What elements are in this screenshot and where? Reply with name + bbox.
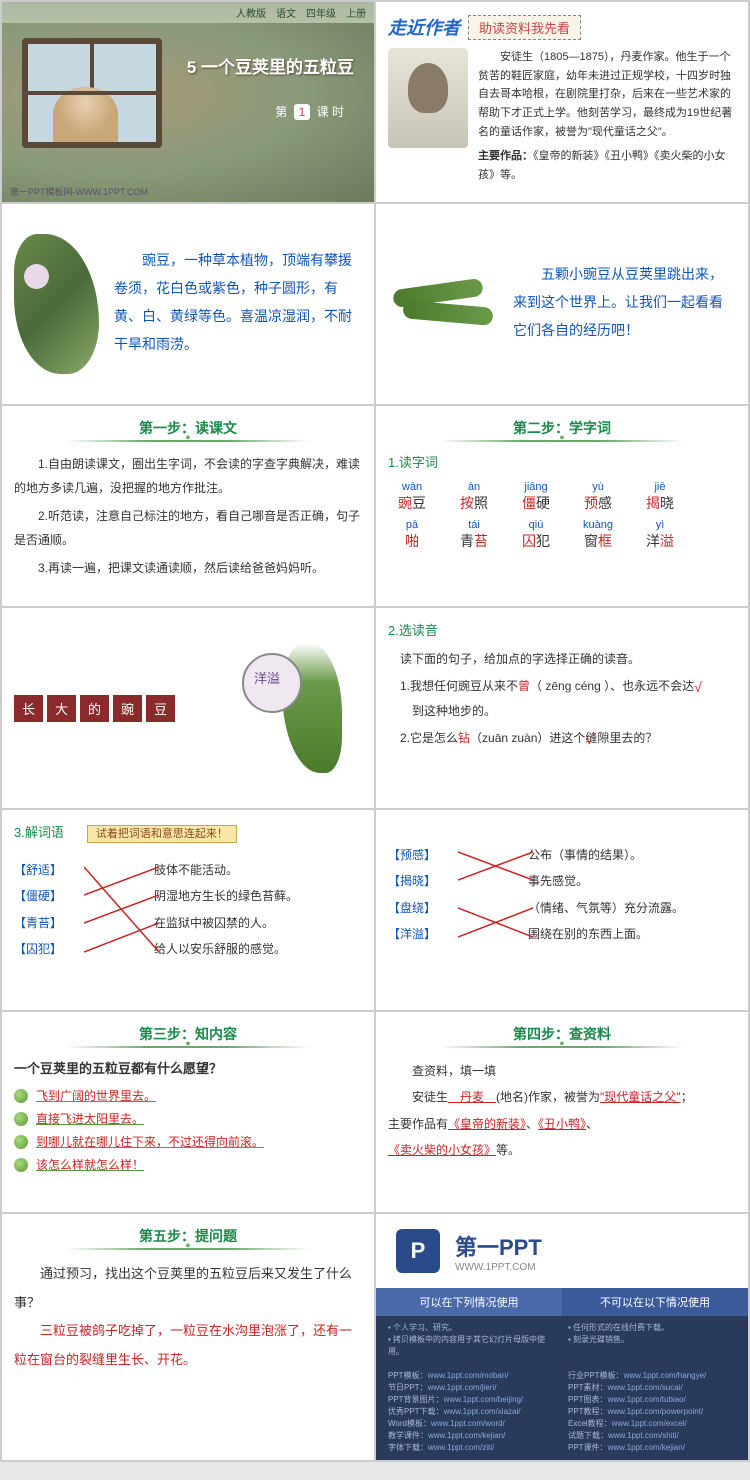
vocab-word: jiānɡ僵硬 [512,481,560,513]
wish-item: 到哪儿就在哪儿住下来，不过还得向前滚。 [14,1133,362,1150]
vocab-word: qiú囚犯 [512,519,560,551]
pea-pods-icon [388,269,498,339]
series-label: 人教版 语文 四年级 上册 [2,2,374,23]
research-line3: 《卖火柴的小女孩》等。 [388,1137,736,1163]
vocab-word: kuànɡ窗框 [574,519,622,551]
vocab-word: àn按照 [450,481,498,513]
check-icon: √ [694,679,702,695]
pron-line2: 2.它是怎么钻（zuān zuàn）进这个缝隙里去的？√ [388,723,736,751]
step2-header: 第二步：学字词 [388,418,736,442]
step1-p1: 1.自由朗读课文，圈出生字词，不会读的字查字典解决，难读的地方多读几遍，没把握的… [14,452,362,500]
lesson-title: 5 一个豆荚里的五粒豆 [187,53,354,78]
slide-pea-intro: 豌豆，一种草本植物，顶端有攀援卷须，花白色或紫色，种子圆形，有黄、白、黄绿等色。… [2,204,374,404]
research-line1: 安徒生 丹麦 (地名)作家，被誉为"现代童话之父"； [388,1084,736,1110]
slide-step3: 第三步：知内容 一个豆荚里的五粒豆都有什么愿望？ 飞到广阔的世界里去。 直接飞进… [2,1012,374,1212]
match-terms: 预感揭晓盘绕洋溢 [388,842,436,948]
step1-p2: 2.听范读，注意自己标注的地方，看自己哪音是否正确，句子是否通顺。 [14,504,362,552]
pron-sub: 2.选读音 [388,620,736,639]
slide-pronunciation: 2.选读音 读下面的句子，给加点的字选择正确的读音。 1.我想任何豌豆从来不曾（… [376,608,748,808]
check-icon: √ [585,731,593,747]
match-defs: 公布（事情的结果）。事先感觉。（情绪、气氛等）充分流露。围绕在别的东西上面。 [528,842,684,948]
vocab-word: yù预感 [574,481,622,513]
girl-icon [53,87,118,142]
story-intro-text: 五颗小豌豆从豆荚里跳出来，来到这个世界上。让我们一起看看它们各自的经历吧！ [513,262,736,346]
no-notes: ▪ 任何形式的在线付费下载。▪ 刻录光碟销售。 [562,1322,742,1358]
step5-header: 第五步：提问题 [14,1226,362,1250]
vocab-word: pā啪 [388,519,436,551]
slide-step4: 第四步：查资料 查资料，填一填 安徒生 丹麦 (地名)作家，被誉为"现代童话之父… [376,1012,748,1212]
pron-line1: 1.我想任何豌豆从来不曾（ zēnɡ cénɡ ）、也永远不会达√ [388,671,736,699]
pea-dot-icon [14,1135,28,1149]
step1-p3: 3.再读一遍，把课文读通读顺，然后读给爸爸妈妈听。 [14,556,362,580]
help-banner: 助读资料我先看 [468,15,581,40]
match-lines [84,857,159,972]
vocab-word: jiē揭晓 [636,481,684,513]
step1-header: 第一步：读课文 [14,418,362,442]
vocab-list: wān豌豆 àn按照 jiānɡ僵硬 yù预感 jiē揭晓 pā啪 tái青苔 qiú囚犯 ku… [388,481,736,551]
slide-author: 走近作者 助读资料我先看 安徒生（1805—1875），丹麦作家。他生于一个贫苦… [376,2,748,202]
slide-story-intro: 五颗小豌豆从豆荚里跳出来，来到这个世界上。让我们一起看看它们各自的经历吧！ [376,204,748,404]
window-icon [22,38,162,148]
step3-header: 第三步：知内容 [14,1024,362,1048]
links-right: 行业PPT模板：www.1ppt.com/hangye/PPT素材：www.1p… [562,1370,742,1454]
match-hint: 试着把词语和意思连起来！ [87,825,237,843]
vocab-sub: 1.读字词 [388,452,736,471]
step4-header: 第四步：查资料 [388,1024,736,1048]
step5-answer: 三粒豆被鸽子吃掉了，一粒豆在水沟里泡涨了，还有一粒在窗台的裂缝里生长、开花。 [14,1317,362,1374]
links-left: PPT模板：www.1ppt.com/moban/节日PPT：www.1ppt.… [382,1370,562,1454]
pea-figure: 洋溢 [212,633,362,783]
brand-name: 第一PPT [455,1230,542,1262]
wish-item: 飞到广阔的世界里去。 [14,1087,362,1104]
step5-question: 通过预习，找出这个豆荚里的五粒豆后来又发生了什么事？ [14,1260,362,1317]
pron-intro: 读下面的句子，给加点的字选择正确的读音。 [388,647,736,671]
brand-url: WWW.1PPT.COM [455,1262,542,1273]
match-sub: 3.解词语 [14,822,64,841]
vocab-word: tái青苔 [450,519,498,551]
wish-item: 该怎么样就怎么样！ [14,1156,362,1173]
slide-title: 人教版 语文 四年级 上册 5 一个豆荚里的五粒豆 第 1 课 时 第一PPT模… [2,2,374,202]
pea-dot-icon [14,1112,28,1126]
research-line2: 主要作品有《皇帝的新装》、《丑小鸭》、 [388,1111,736,1137]
pea-dot-icon [14,1089,28,1103]
author-bio: 安徒生（1805—1875），丹麦作家。他生于一个贫苦的鞋匠家庭，幼年未进过正规… [478,48,736,141]
logo-icon: P [396,1229,440,1273]
usage-no-header: 不可以在以下情况使用 [562,1288,748,1316]
approach-label: 走近作者 [388,14,460,40]
slide-grown-pea: 长 大 的 豌 豆 洋溢 [2,608,374,808]
vocab-word: wān豌豆 [388,481,436,513]
research-intro: 查资料，填一填 [388,1058,736,1084]
slide-match2: 预感揭晓盘绕洋溢 公布（事情的结果）。事先感觉。（情绪、气氛等）充分流露。围绕在… [376,810,748,1010]
slide-match1: 3.解词语 试着把词语和意思连起来！ 舒适僵硬青苔囚犯 肢体不能活动。阴湿地方生… [2,810,374,1010]
match-lines [458,842,533,957]
usage-ok-header: 可以在下列情况使用 [376,1288,562,1316]
match-defs: 肢体不能活动。阴湿地方生长的绿色苔藓。在监狱中被囚禁的人。给人以安乐舒服的感觉。 [154,857,298,963]
pea-description: 豌豆，一种草本植物，顶端有攀援卷须，花白色或紫色，种子圆形，有黄、白、黄绿等色。… [114,248,362,360]
match-terms: 舒适僵硬青苔囚犯 [14,857,62,963]
slide-step2-vocab: 第二步：学字词 1.读字词 wān豌豆 àn按照 jiānɡ僵硬 yù预感 jiē揭晓 p… [376,406,748,606]
slide-footer: P 第一PPT WWW.1PPT.COM 可以在下列情况使用 不可以在以下情况使… [376,1214,748,1460]
tag-row: 长 大 的 豌 豆 [14,695,175,722]
circle-label: 洋溢 [254,668,280,687]
vocab-word: yì洋溢 [636,519,684,551]
author-portrait [388,48,468,148]
step3-question: 一个豆荚里的五粒豆都有什么愿望？ [14,1058,362,1077]
slide-step5: 第五步：提问题 通过预习，找出这个豆荚里的五粒豆后来又发生了什么事？ 三粒豆被鸽… [2,1214,374,1460]
slide-step1: 第一步：读课文 1.自由朗读课文，圈出生字词，不会读的字查字典解决，难读的地方多… [2,406,374,606]
title-illustration: 5 一个豆荚里的五粒豆 第 1 课 时 第一PPT模板网-WWW.1PPT.CO… [2,23,374,202]
author-works: 主要作品：《皇帝的新装》《丑小鸭》《卖火柴的小女孩》等。 [478,147,736,184]
pron-line1b: 到这种地步的。 [388,699,736,723]
ok-notes: ▪ 个人学习、研究。▪ 拷贝模板中的内容用于其它幻灯片母版中使用。 [382,1322,562,1358]
pea-dot-icon [14,1158,28,1172]
lesson-number: 第 1 课 时 [275,103,344,120]
wish-item: 直接飞进太阳里去。 [14,1110,362,1127]
footer-watermark: 第一PPT模板网-WWW.1PPT.COM [10,185,148,198]
pea-plant-icon [14,234,99,374]
